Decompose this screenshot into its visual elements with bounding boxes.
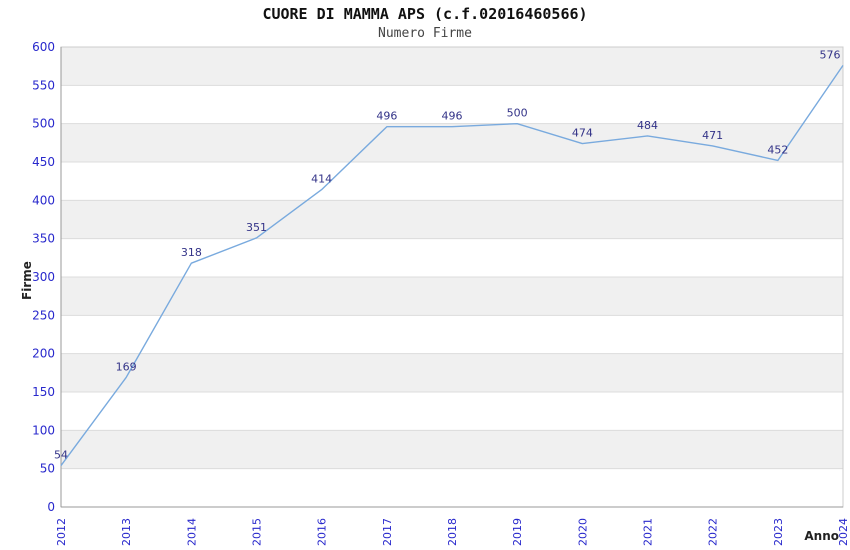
- y-tick-label: 250: [32, 308, 55, 322]
- y-tick-label: 300: [32, 270, 55, 284]
- plot-band: [61, 353, 843, 392]
- chart-subtitle: Numero Firme: [378, 26, 472, 41]
- point-label: 484: [637, 119, 658, 132]
- y-tick-label: 150: [32, 385, 55, 399]
- y-tick-label: 50: [40, 462, 55, 476]
- series-line: [60, 65, 844, 467]
- point-label: 576: [820, 48, 841, 61]
- x-tick-label: 2018: [446, 518, 459, 546]
- x-tick-label: 2013: [120, 518, 133, 546]
- x-tick-label: 2015: [251, 518, 264, 546]
- point-label: 496: [442, 110, 463, 123]
- plot-band: [61, 200, 843, 239]
- point-label: 452: [767, 143, 788, 156]
- y-tick-label: 450: [32, 155, 55, 169]
- x-tick-label: 2021: [642, 518, 655, 546]
- x-tick-label: 2022: [707, 518, 720, 546]
- point-label: 471: [702, 129, 723, 142]
- x-tick-label: 2023: [772, 518, 785, 546]
- point-label: 54: [54, 449, 68, 462]
- point-label: 414: [311, 173, 332, 186]
- y-axis-title: Firme: [20, 261, 34, 300]
- point-label: 496: [376, 110, 397, 123]
- point-label: 351: [246, 221, 267, 234]
- plot-band: [61, 277, 843, 316]
- x-tick-label: 2016: [316, 518, 329, 546]
- x-tick-label: 2014: [185, 518, 198, 546]
- point-label: 318: [181, 246, 202, 259]
- y-tick-label: 0: [47, 500, 55, 514]
- y-tick-label: 200: [32, 347, 55, 361]
- y-tick-label: 600: [32, 40, 55, 54]
- y-tick-label: 400: [32, 193, 55, 207]
- x-tick-label: 2017: [381, 518, 394, 546]
- y-tick-label: 100: [32, 423, 55, 437]
- x-axis-title: Anno: [804, 529, 839, 543]
- point-label: 500: [507, 107, 528, 120]
- plot-band: [61, 47, 843, 86]
- plot-band: [61, 430, 843, 469]
- x-tick-label: 2019: [511, 518, 524, 546]
- y-tick-label: 350: [32, 232, 55, 246]
- y-tick-label: 550: [32, 78, 55, 92]
- y-tick-label: 500: [32, 117, 55, 131]
- x-tick-label: 2020: [576, 518, 589, 546]
- point-label: 474: [572, 127, 593, 140]
- chart-title: CUORE DI MAMMA APS (c.f.02016460566): [262, 5, 588, 23]
- x-tick-label: 2012: [55, 518, 68, 546]
- point-label: 169: [116, 360, 137, 373]
- x-tick-label: 2024: [837, 518, 850, 546]
- plot-band: [61, 123, 843, 162]
